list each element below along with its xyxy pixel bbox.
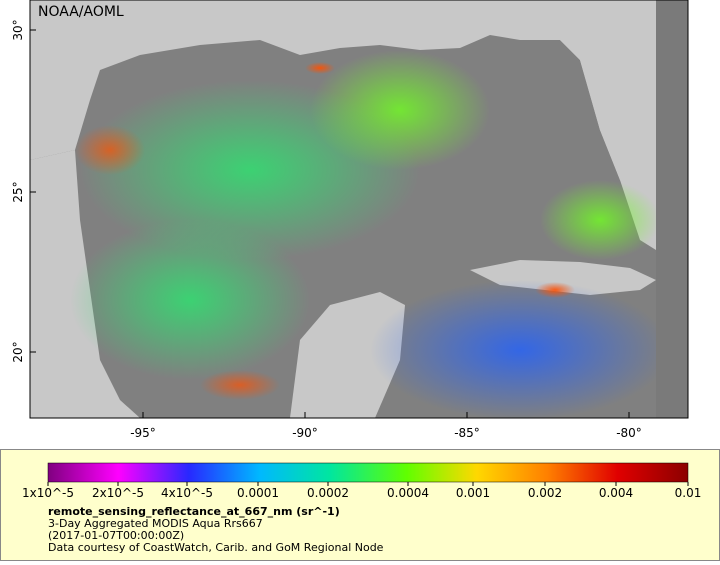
legend-line: 3-Day Aggregated MODIS Aqua Rrs667 — [48, 517, 263, 530]
colorbar-label: 1x10^-5 — [22, 486, 74, 500]
data-patch — [75, 125, 145, 175]
credit: NOAA/AOML — [38, 4, 124, 20]
land-north — [30, 0, 688, 250]
legend-line: Data courtesy of CoastWatch, Carib. and … — [48, 541, 384, 554]
lon-label: -95° — [130, 426, 156, 440]
lat-label: 20° — [11, 341, 25, 362]
map-frame — [29, 0, 689, 419]
data-patch — [305, 62, 335, 74]
map: NOAA/AOML — [29, 0, 689, 420]
colorbar-label: 0.002 — [528, 486, 562, 500]
data-patch — [540, 180, 660, 260]
colorbar-label: 0.004 — [599, 486, 633, 500]
data-patch — [70, 220, 310, 380]
data-patch — [200, 370, 280, 400]
axes: 30° 25° 20° -95° -90° -85° -80° — [11, 19, 642, 440]
colorbar-label: 0.01 — [675, 486, 702, 500]
legend-title: remote_sensing_reflectance_at_667_nm (sr… — [48, 505, 340, 518]
no-data-strip — [656, 0, 688, 418]
colorbar-label: 4x10^-5 — [161, 486, 213, 500]
colorbar-label: 0.0001 — [237, 486, 279, 500]
data-patch — [535, 282, 575, 298]
colorbar-label: 2x10^-5 — [92, 486, 144, 500]
colorbar-label: 0.0002 — [307, 486, 349, 500]
lon-label: -85° — [454, 426, 480, 440]
data-patch — [310, 50, 490, 170]
lat-label: 30° — [11, 19, 25, 40]
colorbar — [47, 462, 689, 483]
legend-line: (2017-01-07T00:00:00Z) — [48, 529, 184, 542]
data-patch — [370, 280, 670, 420]
lon-label: -90° — [292, 426, 318, 440]
lat-label: 25° — [11, 181, 25, 202]
land-florida — [560, 40, 656, 210]
colorbar-label: 0.001 — [456, 486, 490, 500]
land-yucatan — [290, 292, 405, 418]
colorbar-ticks: 1x10^-5 2x10^-5 4x10^-5 0.0001 0.0002 0.0004 0… — [22, 482, 701, 500]
colorbar-label: 0.0004 — [387, 486, 429, 500]
lon-label: -80° — [616, 426, 642, 440]
